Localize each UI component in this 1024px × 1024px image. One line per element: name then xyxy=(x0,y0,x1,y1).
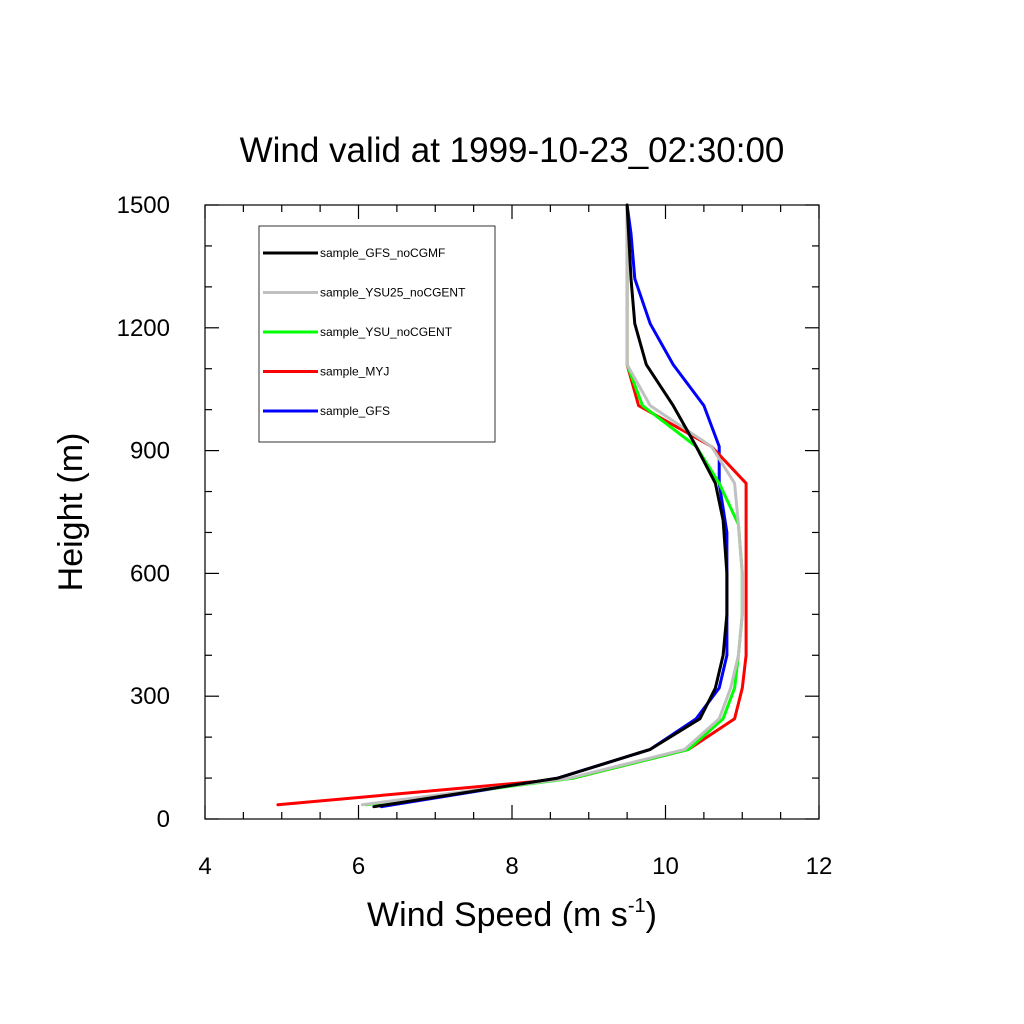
y-axis-label: Height (m) xyxy=(52,433,90,592)
y-tick-label: 1200 xyxy=(117,315,170,342)
legend-label: sample_GFS_noCGMF xyxy=(320,246,445,260)
x-tick-label: 6 xyxy=(352,853,365,880)
x-axis-label-main: Wind Speed (m s xyxy=(367,896,628,934)
legend: sample_GFS_noCGMF sample_YSU25_noCGENTsam… xyxy=(258,225,496,443)
y-tick-label: 0 xyxy=(157,806,170,833)
series-layer xyxy=(276,203,748,809)
chart-title: Wind valid at 1999-10-23_02:30:00 xyxy=(240,131,785,170)
legend-box xyxy=(258,225,496,443)
y-tick-label: 600 xyxy=(130,560,170,587)
x-tick-label: 8 xyxy=(505,853,518,880)
x-tick-label: 10 xyxy=(652,853,679,880)
legend-label: sample_GFS xyxy=(320,404,390,418)
y-tick-label: 900 xyxy=(130,438,170,465)
legend-label: sample_YSU_noCGENT xyxy=(320,325,453,339)
series-line-sample_YSU25_noCGENT xyxy=(360,203,744,807)
y-tick-labels: 0 300 600 900 1200 1500 xyxy=(117,192,170,833)
y-tick-label: 1500 xyxy=(117,192,170,219)
x-axis-label-end: ) xyxy=(646,896,657,934)
x-tick-labels: 4 6 8 10 12 xyxy=(198,853,832,880)
legend-label: sample_MYJ xyxy=(320,365,389,379)
x-axis-label: Wind Speed (m s-1) xyxy=(367,895,657,934)
x-tick-label: 12 xyxy=(806,853,833,880)
legend-entries: sample_GFS_noCGMF sample_YSU25_noCGENTsam… xyxy=(263,246,466,418)
y-tick-label: 300 xyxy=(130,683,170,710)
x-tick-label: 4 xyxy=(198,853,211,880)
axis-ticks xyxy=(204,204,820,820)
series-line-sample_GFS_noCGMF xyxy=(372,203,729,809)
plot-area xyxy=(204,203,820,820)
x-axis-label-superscript: -1 xyxy=(628,895,646,917)
legend-label: sample_YSU25_noCGENT xyxy=(320,286,466,300)
